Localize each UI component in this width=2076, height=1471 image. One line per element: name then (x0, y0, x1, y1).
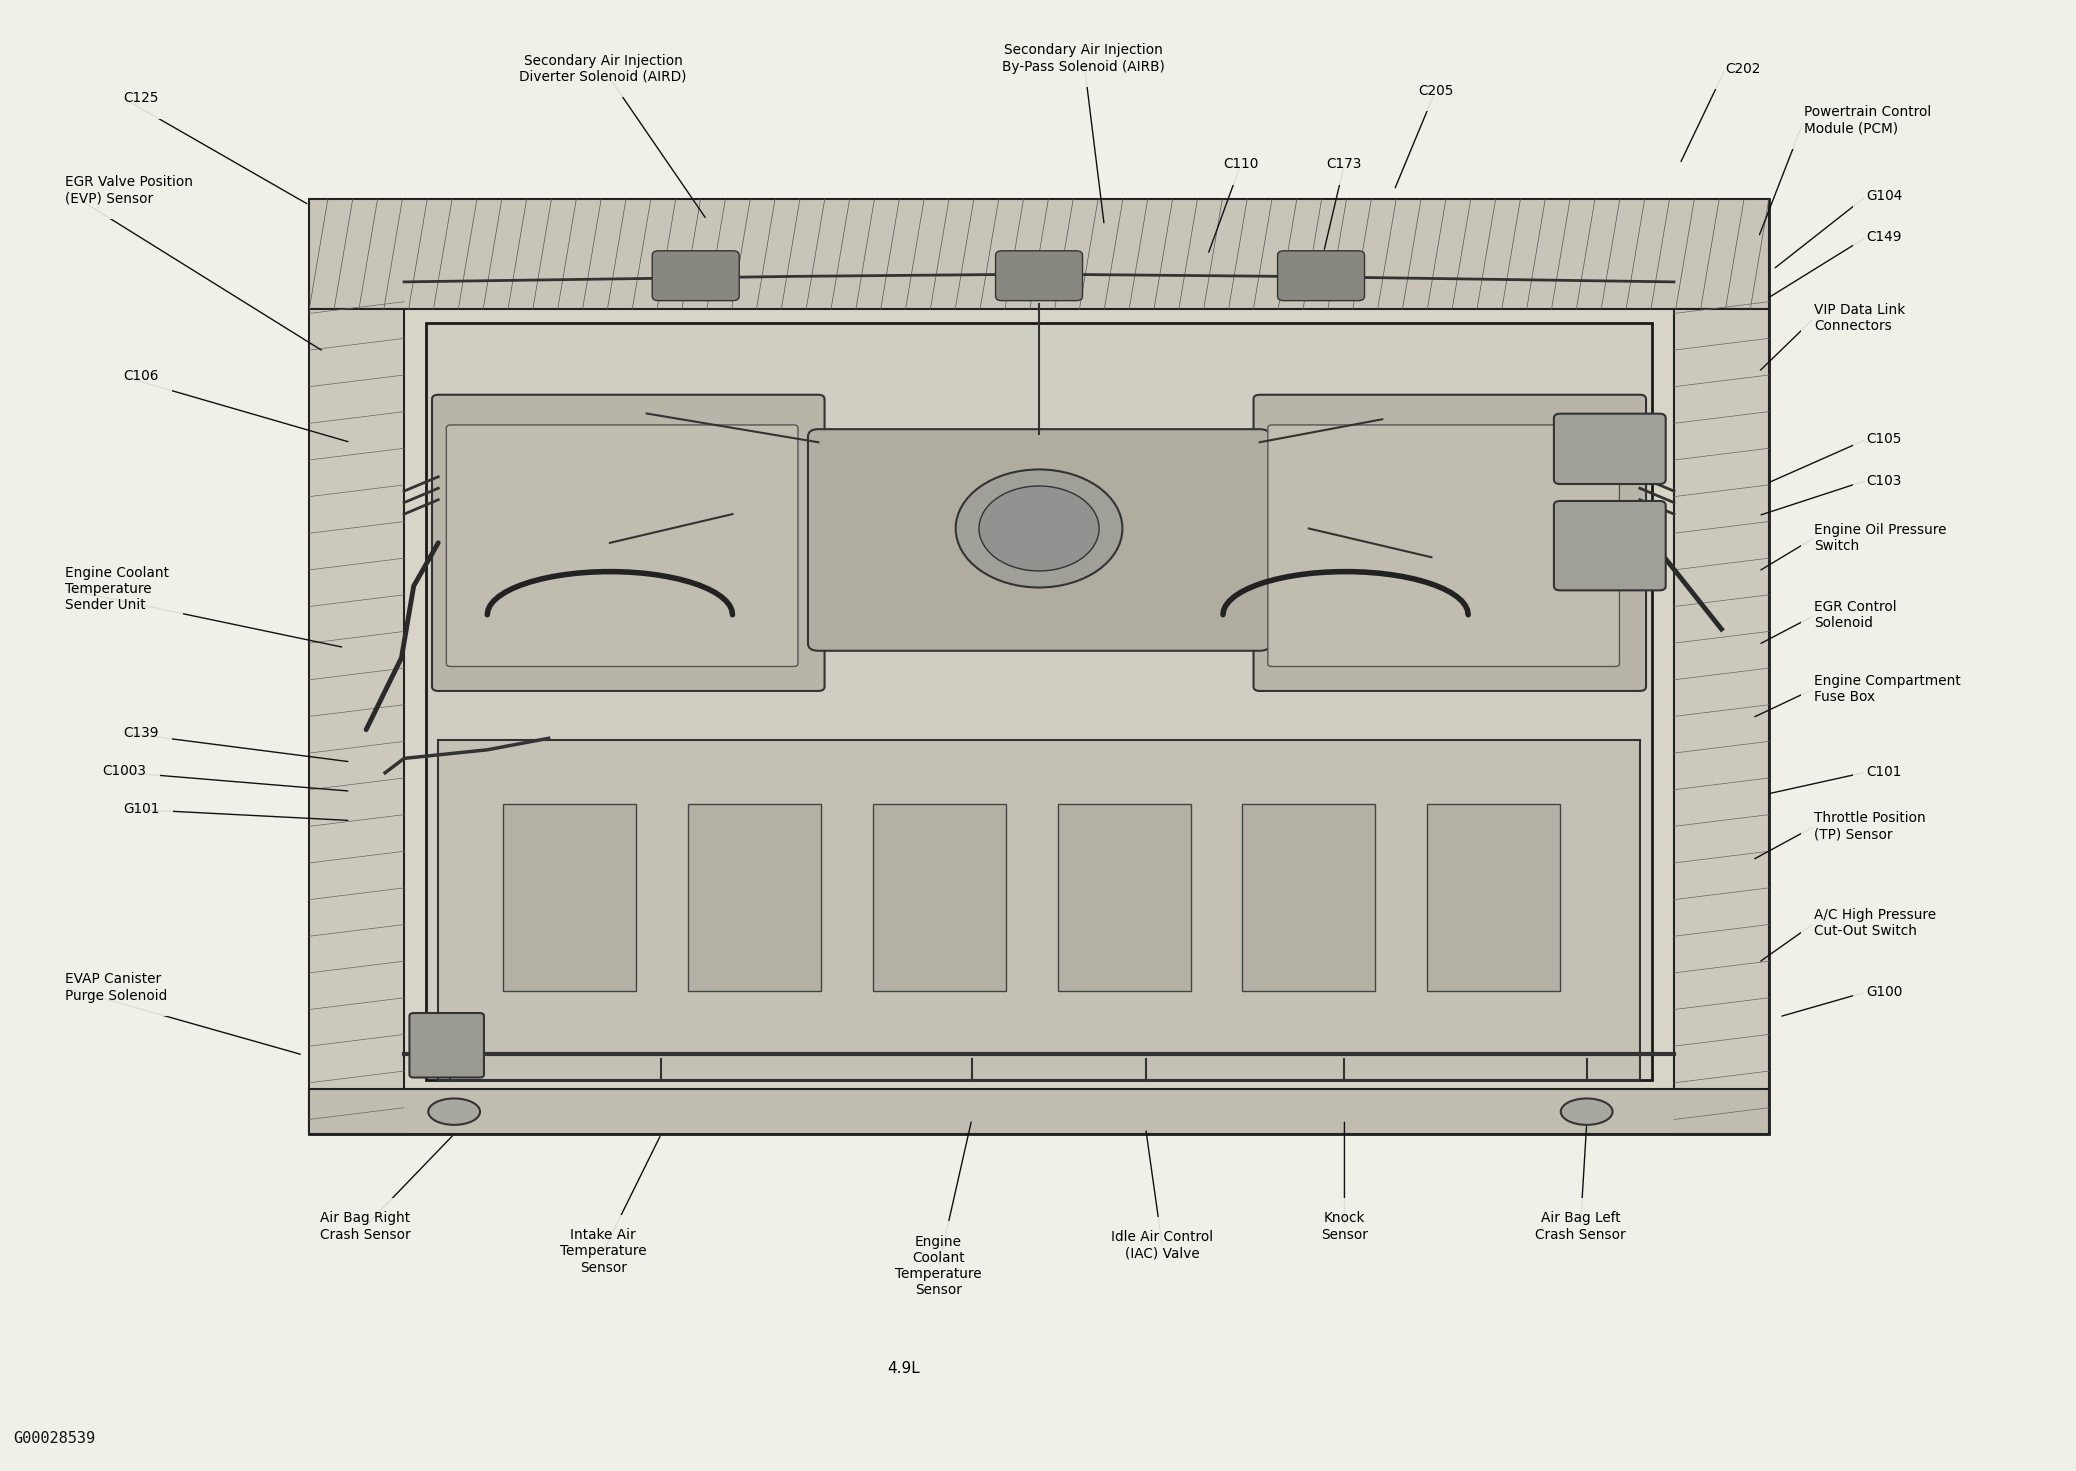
Text: EGR Valve Position
(EVP) Sensor: EGR Valve Position (EVP) Sensor (64, 175, 193, 206)
Text: Secondary Air Injection
Diverter Solenoid (AIRD): Secondary Air Injection Diverter Solenoi… (519, 53, 687, 84)
FancyBboxPatch shape (446, 425, 797, 666)
Text: Engine
Coolant
Temperature
Sensor: Engine Coolant Temperature Sensor (895, 1234, 982, 1297)
FancyBboxPatch shape (432, 394, 824, 691)
FancyBboxPatch shape (1555, 502, 1665, 590)
Bar (1426, 805, 1561, 991)
Text: C139: C139 (122, 725, 158, 740)
Bar (1673, 309, 1769, 1134)
Text: Powertrain Control
Module (PCM): Powertrain Control Module (PCM) (1804, 104, 1931, 135)
Text: Air Bag Left
Crash Sensor: Air Bag Left Crash Sensor (1534, 1211, 1626, 1242)
Text: Intake Air
Temperature
Sensor: Intake Air Temperature Sensor (561, 1228, 646, 1274)
Text: C106: C106 (122, 369, 158, 384)
Text: Secondary Air Injection
By-Pass Solenoid (AIRB): Secondary Air Injection By-Pass Solenoid… (1003, 43, 1165, 74)
Bar (438, 740, 1640, 1080)
Text: G104: G104 (1866, 190, 1902, 203)
Text: C149: C149 (1866, 231, 1902, 244)
FancyBboxPatch shape (1254, 394, 1646, 691)
Bar (1241, 805, 1376, 991)
Bar (309, 309, 405, 1134)
FancyBboxPatch shape (1268, 425, 1619, 666)
Text: C125: C125 (122, 91, 158, 104)
Text: EVAP Canister
Purge Solenoid: EVAP Canister Purge Solenoid (64, 972, 168, 1003)
Text: G00028539: G00028539 (12, 1431, 95, 1446)
Text: 4.9L: 4.9L (886, 1361, 920, 1375)
Ellipse shape (1561, 1099, 1613, 1125)
Circle shape (980, 485, 1098, 571)
Text: VIP Data Link
Connectors: VIP Data Link Connectors (1814, 303, 1906, 332)
Text: C205: C205 (1418, 84, 1453, 97)
Text: Engine Oil Pressure
Switch: Engine Oil Pressure Switch (1814, 522, 1947, 553)
FancyBboxPatch shape (1555, 413, 1665, 484)
Bar (309, 1089, 1769, 1134)
FancyBboxPatch shape (1277, 250, 1364, 300)
Ellipse shape (428, 1099, 480, 1125)
Text: Air Bag Right
Crash Sensor: Air Bag Right Crash Sensor (320, 1211, 411, 1242)
Bar (309, 199, 1769, 1134)
FancyBboxPatch shape (808, 430, 1271, 650)
Bar (502, 805, 635, 991)
Text: G100: G100 (1866, 986, 1902, 999)
Bar (426, 324, 1652, 1080)
Text: A/C High Pressure
Cut-Out Switch: A/C High Pressure Cut-Out Switch (1814, 908, 1937, 938)
Text: C202: C202 (1725, 62, 1760, 75)
Text: Idle Air Control
(IAC) Valve: Idle Air Control (IAC) Valve (1111, 1230, 1212, 1261)
Text: C101: C101 (1866, 765, 1902, 780)
Circle shape (955, 469, 1123, 587)
Text: EGR Control
Solenoid: EGR Control Solenoid (1814, 600, 1897, 631)
Text: C105: C105 (1866, 432, 1902, 447)
Bar (872, 805, 1005, 991)
Text: C110: C110 (1223, 157, 1258, 171)
FancyBboxPatch shape (996, 250, 1082, 300)
Text: Knock
Sensor: Knock Sensor (1320, 1211, 1368, 1242)
Text: C103: C103 (1866, 474, 1902, 487)
Text: G101: G101 (122, 802, 160, 816)
FancyBboxPatch shape (652, 250, 739, 300)
Text: C1003: C1003 (102, 763, 145, 778)
Text: Engine Compartment
Fuse Box: Engine Compartment Fuse Box (1814, 674, 1962, 703)
Bar (1057, 805, 1192, 991)
Bar (687, 805, 820, 991)
Text: Throttle Position
(TP) Sensor: Throttle Position (TP) Sensor (1814, 812, 1927, 841)
Text: C173: C173 (1327, 157, 1362, 171)
Bar (309, 199, 1769, 309)
Text: Engine Coolant
Temperature
Sender Unit: Engine Coolant Temperature Sender Unit (64, 566, 168, 612)
FancyBboxPatch shape (409, 1014, 484, 1077)
